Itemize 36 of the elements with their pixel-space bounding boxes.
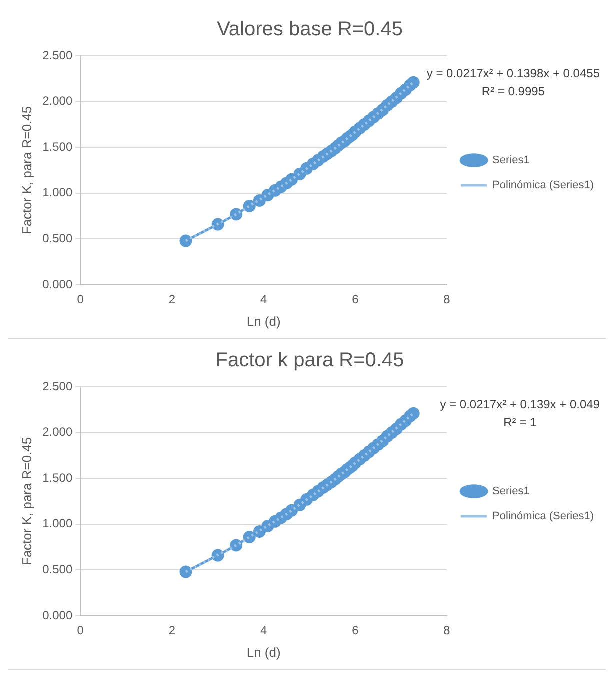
x-tick-label: 6 (352, 292, 360, 307)
chart-title: Valores base R=0.45 (217, 18, 403, 41)
x-tick-label: 0 (77, 624, 84, 638)
y-tick-label: 2.000 (42, 94, 73, 108)
y-tick-label: 0.500 (42, 232, 73, 246)
legend-label: Polinómica (Series1) (492, 510, 594, 523)
x-tick-label: 4 (260, 292, 268, 307)
y-tick-label: 1.500 (42, 140, 73, 154)
x-axis-title: Ln (d) (246, 314, 281, 329)
x-tick-label: 2 (168, 624, 176, 638)
y-axis-title: Factor K, para R=0.45 (19, 437, 34, 566)
y-tick-label: 2.500 (42, 48, 73, 62)
y-axis-title: Factor K, para R=0.45 (19, 106, 34, 235)
x-tick-label: 8 (444, 292, 451, 307)
x-tick-label: 8 (444, 624, 451, 638)
x-tick-label: 4 (260, 624, 268, 638)
y-tick-label: 2.000 (42, 425, 73, 440)
legend-label: Series1 (492, 154, 530, 167)
text: R² = 1 (504, 415, 537, 430)
annotation: y = 0.0217x² + 0.1398x + 0.0455 (426, 66, 600, 80)
x-axis-title: Ln (d) (246, 644, 281, 660)
x-tick-label: 2 (168, 292, 176, 307)
legend-label: Series1 (492, 486, 530, 498)
y-tick-label: 0.000 (42, 608, 73, 622)
y-tick-label: 0.000 (42, 277, 73, 292)
y-tick-label: 0.500 (42, 562, 73, 577)
chart-title: Factor k para R=0.45 (216, 350, 404, 372)
annotation: y = 0.0217x² + 0.139x + 0.049 (440, 397, 600, 412)
y-tick-label: 1.000 (42, 516, 73, 531)
x-tick-label: 0 (77, 292, 84, 307)
y-tick-label: 1.500 (42, 470, 73, 485)
x-tick-label: 6 (352, 624, 360, 638)
y-tick-label: 1.000 (42, 186, 73, 200)
y-tick-label: 2.500 (42, 379, 73, 394)
text: R² = 0.9995 (482, 84, 546, 98)
legend-label: Polinómica (Series1) (492, 180, 594, 192)
